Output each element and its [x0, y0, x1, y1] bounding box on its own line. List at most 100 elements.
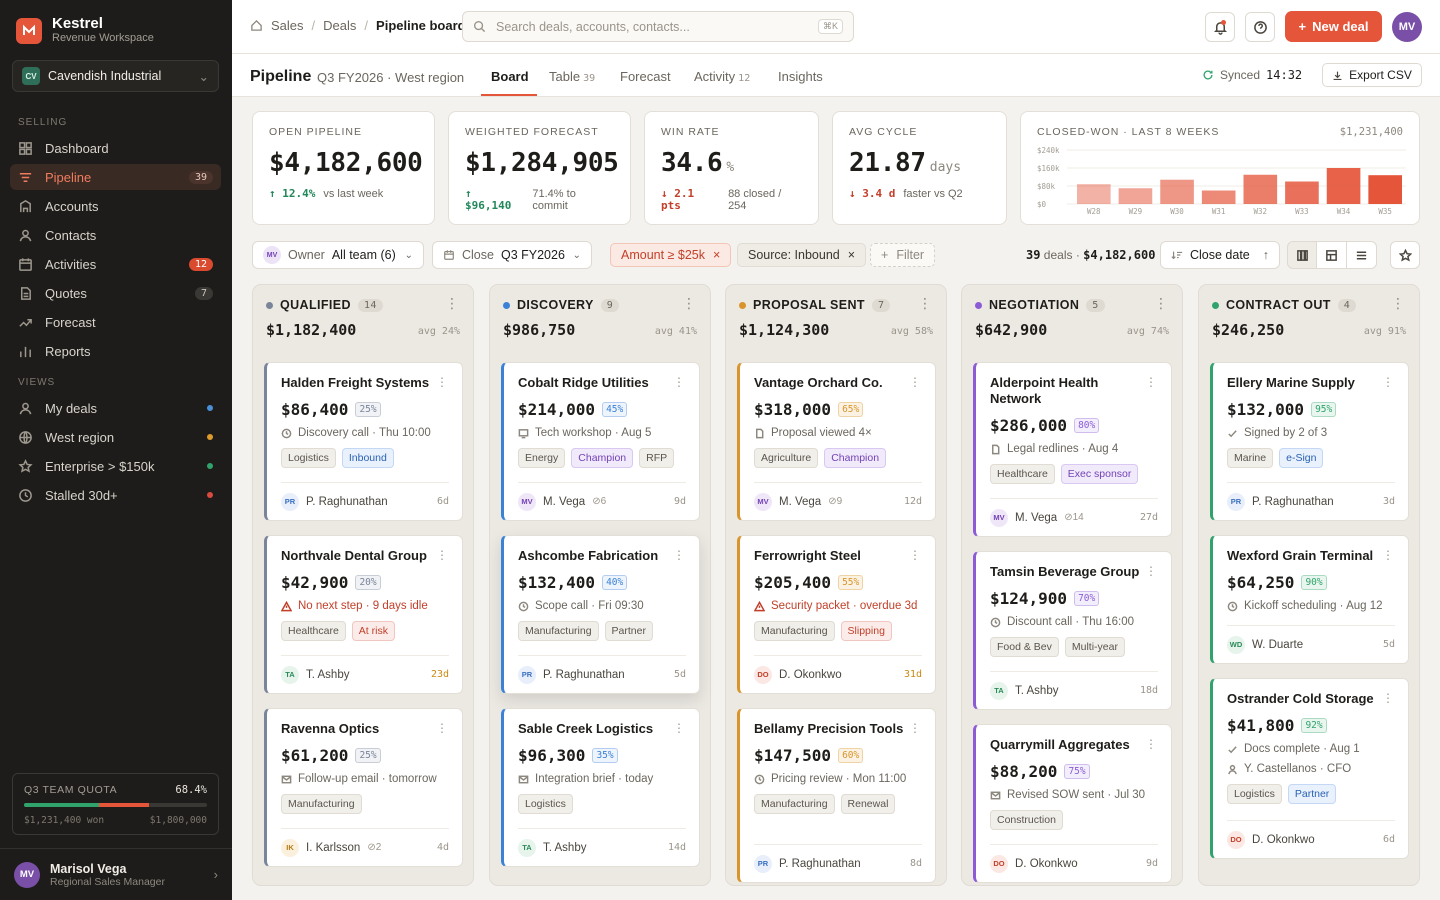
close-filter-value: Q3 FY2026 [500, 248, 565, 262]
screen-icon [518, 428, 529, 438]
remove-filter-icon[interactable]: × [847, 248, 856, 262]
deal-card[interactable]: Ravenna Optics ⋮ $61,200 25% Follow-up em… [264, 708, 463, 867]
tab-forecast[interactable]: Forecast [620, 69, 671, 84]
stage-dot [503, 301, 510, 309]
card-menu-icon[interactable]: ⋮ [1145, 737, 1157, 751]
more-options-icon[interactable]: ⋮ [445, 295, 459, 311]
more-options-icon[interactable]: ⋮ [682, 295, 696, 311]
more-options-icon[interactable]: ⋮ [1391, 295, 1405, 311]
card-menu-icon[interactable]: ⋮ [1382, 548, 1394, 562]
chevron-right-icon: › [213, 867, 218, 882]
more-options-icon[interactable]: ⋮ [1154, 295, 1168, 311]
sidebar-view-stalled[interactable]: Stalled 30d+ [10, 482, 221, 508]
deal-card[interactable]: Quarrymill Aggregates ⋮ $88,200 75% Revis… [973, 724, 1172, 883]
avatar[interactable]: MV [1392, 12, 1422, 42]
add-filter-button[interactable]: + Filter [870, 243, 936, 267]
breadcrumb-sales[interactable]: Sales [271, 18, 304, 33]
sidebar-view-west-region[interactable]: West region [10, 424, 221, 450]
deal-card[interactable]: Cobalt Ridge Utilities ⋮ $214,000 45% Tec… [501, 362, 700, 521]
deal-card[interactable]: Ferrowright Steel ⋮ $205,400 55% Security… [737, 535, 936, 694]
deal-age: 4d [436, 842, 449, 853]
deal-card[interactable]: Northvale Dental Group ⋮ $42,900 20% No n… [264, 535, 463, 694]
star-icon [1398, 248, 1412, 261]
sidebar-item-contacts[interactable]: Contacts [10, 222, 221, 248]
card-menu-icon[interactable]: ⋮ [673, 375, 685, 389]
deal-next-step: Proposal viewed 4× [754, 427, 922, 439]
card-menu-icon[interactable]: ⋮ [1145, 375, 1157, 389]
board-view-button[interactable] [1287, 241, 1317, 269]
deal-tag: Agriculture [754, 448, 819, 468]
card-menu-icon[interactable]: ⋮ [436, 548, 448, 562]
tab-board[interactable]: Board [491, 69, 529, 84]
sidebar-item-quotes[interactable]: Quotes 7 [10, 280, 221, 306]
x-tick-label: W32 [1254, 207, 1268, 216]
deal-card[interactable]: Halden Freight Systems ⋮ $86,400 25% Disc… [264, 362, 463, 521]
home-icon[interactable] [250, 19, 263, 32]
deal-owner: DO D. Okonkwo 31d [754, 655, 922, 693]
card-menu-icon[interactable]: ⋮ [1382, 691, 1394, 705]
sidebar-item-dashboard[interactable]: Dashboard [10, 135, 221, 161]
deal-card[interactable]: Ostrander Cold Storage ⋮ $41,800 92% Docs… [1210, 678, 1409, 859]
card-menu-icon[interactable]: ⋮ [673, 548, 685, 562]
export-csv-button[interactable]: Export CSV [1322, 63, 1422, 87]
table-view-button[interactable] [1317, 241, 1347, 269]
tab-table[interactable]: Table 39 [549, 69, 596, 84]
card-menu-icon[interactable]: ⋮ [909, 548, 921, 562]
sidebar-view-enterprise[interactable]: Enterprise > $150k [10, 453, 221, 479]
deal-card[interactable]: Vantage Orchard Co. ⋮ $318,000 65% Propos… [737, 362, 936, 521]
card-menu-icon[interactable]: ⋮ [909, 721, 921, 735]
owner-filter[interactable]: MV Owner All team (6) ⌄ [252, 241, 424, 269]
sort-button[interactable]: Close date ↑ [1160, 241, 1280, 269]
list-view-button[interactable] [1347, 241, 1377, 269]
deal-card[interactable]: Alderpoint Health Network ⋮ $286,000 80% … [973, 362, 1172, 537]
sidebar-view-my-deals[interactable]: My deals [10, 395, 221, 421]
help-button[interactable] [1245, 12, 1275, 42]
sidebar-item-activities[interactable]: Activities 12 [10, 251, 221, 277]
deal-card[interactable]: Wexford Grain Terminal ⋮ $64,250 90% Kick… [1210, 535, 1409, 664]
sidebar-item-reports[interactable]: Reports [10, 338, 221, 364]
card-menu-icon[interactable]: ⋮ [1145, 564, 1157, 578]
deal-owner: WD W. Duarte 5d [1227, 625, 1395, 663]
new-deal-button[interactable]: + New deal [1285, 11, 1382, 42]
deal-owner: MV M. Vega ⊘14 27d [990, 498, 1158, 536]
view-color-dot [207, 463, 213, 469]
sidebar-item-pipeline[interactable]: Pipeline 39 [10, 164, 221, 190]
deal-card[interactable]: Bellamy Precision Tools ⋮ $147,500 60% Pr… [737, 708, 936, 883]
search-icon [473, 20, 486, 33]
search-input[interactable]: Search deals, accounts, contacts... ⌘K [462, 11, 854, 42]
deal-age: 5d [1382, 639, 1395, 650]
deal-card[interactable]: Ellery Marine Supply ⋮ $132,000 95% Signe… [1210, 362, 1409, 521]
card-menu-icon[interactable]: ⋮ [673, 721, 685, 735]
deal-card[interactable]: Sable Creek Logistics ⋮ $96,300 35% Integ… [501, 708, 700, 867]
x-tick-label: W35 [1378, 207, 1392, 216]
chevron-down-icon: ⌄ [572, 249, 581, 261]
user-profile[interactable]: MV Marisol Vega Regional Sales Manager › [0, 848, 232, 900]
sidebar-item-forecast[interactable]: Forecast [10, 309, 221, 335]
deal-tag: Renewal [840, 794, 896, 814]
tab-insights[interactable]: Insights [778, 69, 823, 84]
sidebar-item-accounts[interactable]: Accounts [10, 193, 221, 219]
close-date-filter[interactable]: Close Q3 FY2026 ⌄ [432, 241, 592, 269]
deal-card[interactable]: Ashcombe Fabrication ⋮ $132,400 40% Scope… [501, 535, 700, 694]
workspace-switcher[interactable]: CV Cavendish Industrial ⌄ [12, 60, 219, 92]
filter-chip-amount[interactable]: Amount ≥ $25k × [610, 243, 732, 267]
nav-count-badge: 7 [194, 286, 213, 300]
remove-filter-icon[interactable]: × [713, 248, 721, 262]
favorite-button[interactable] [1390, 241, 1420, 269]
filter-chip-source[interactable]: Source: Inbound × [737, 243, 867, 267]
card-menu-icon[interactable]: ⋮ [436, 375, 448, 389]
card-menu-icon[interactable]: ⋮ [436, 721, 448, 735]
pipeline-header: Pipeline Q3 FY2026 · West region Board T… [232, 54, 1440, 97]
card-menu-icon[interactable]: ⋮ [909, 375, 921, 389]
breadcrumb-deals[interactable]: Deals [323, 18, 357, 33]
notifications-button[interactable] [1205, 12, 1235, 42]
tab-activity[interactable]: Activity 12 [694, 69, 751, 84]
brand[interactable]: Kestrel Revenue Workspace [16, 16, 154, 45]
deal-title: Cobalt Ridge Utilities [518, 375, 649, 390]
card-menu-icon[interactable]: ⋮ [1382, 375, 1394, 389]
deal-card[interactable]: Tamsin Beverage Group ⋮ $124,900 70% Disc… [973, 551, 1172, 710]
sidebar-item-label: Quotes [45, 285, 87, 301]
nav-count-badge: 39 [188, 170, 213, 184]
deal-tag: Multi-year [1064, 637, 1125, 657]
more-options-icon[interactable]: ⋮ [918, 295, 932, 311]
